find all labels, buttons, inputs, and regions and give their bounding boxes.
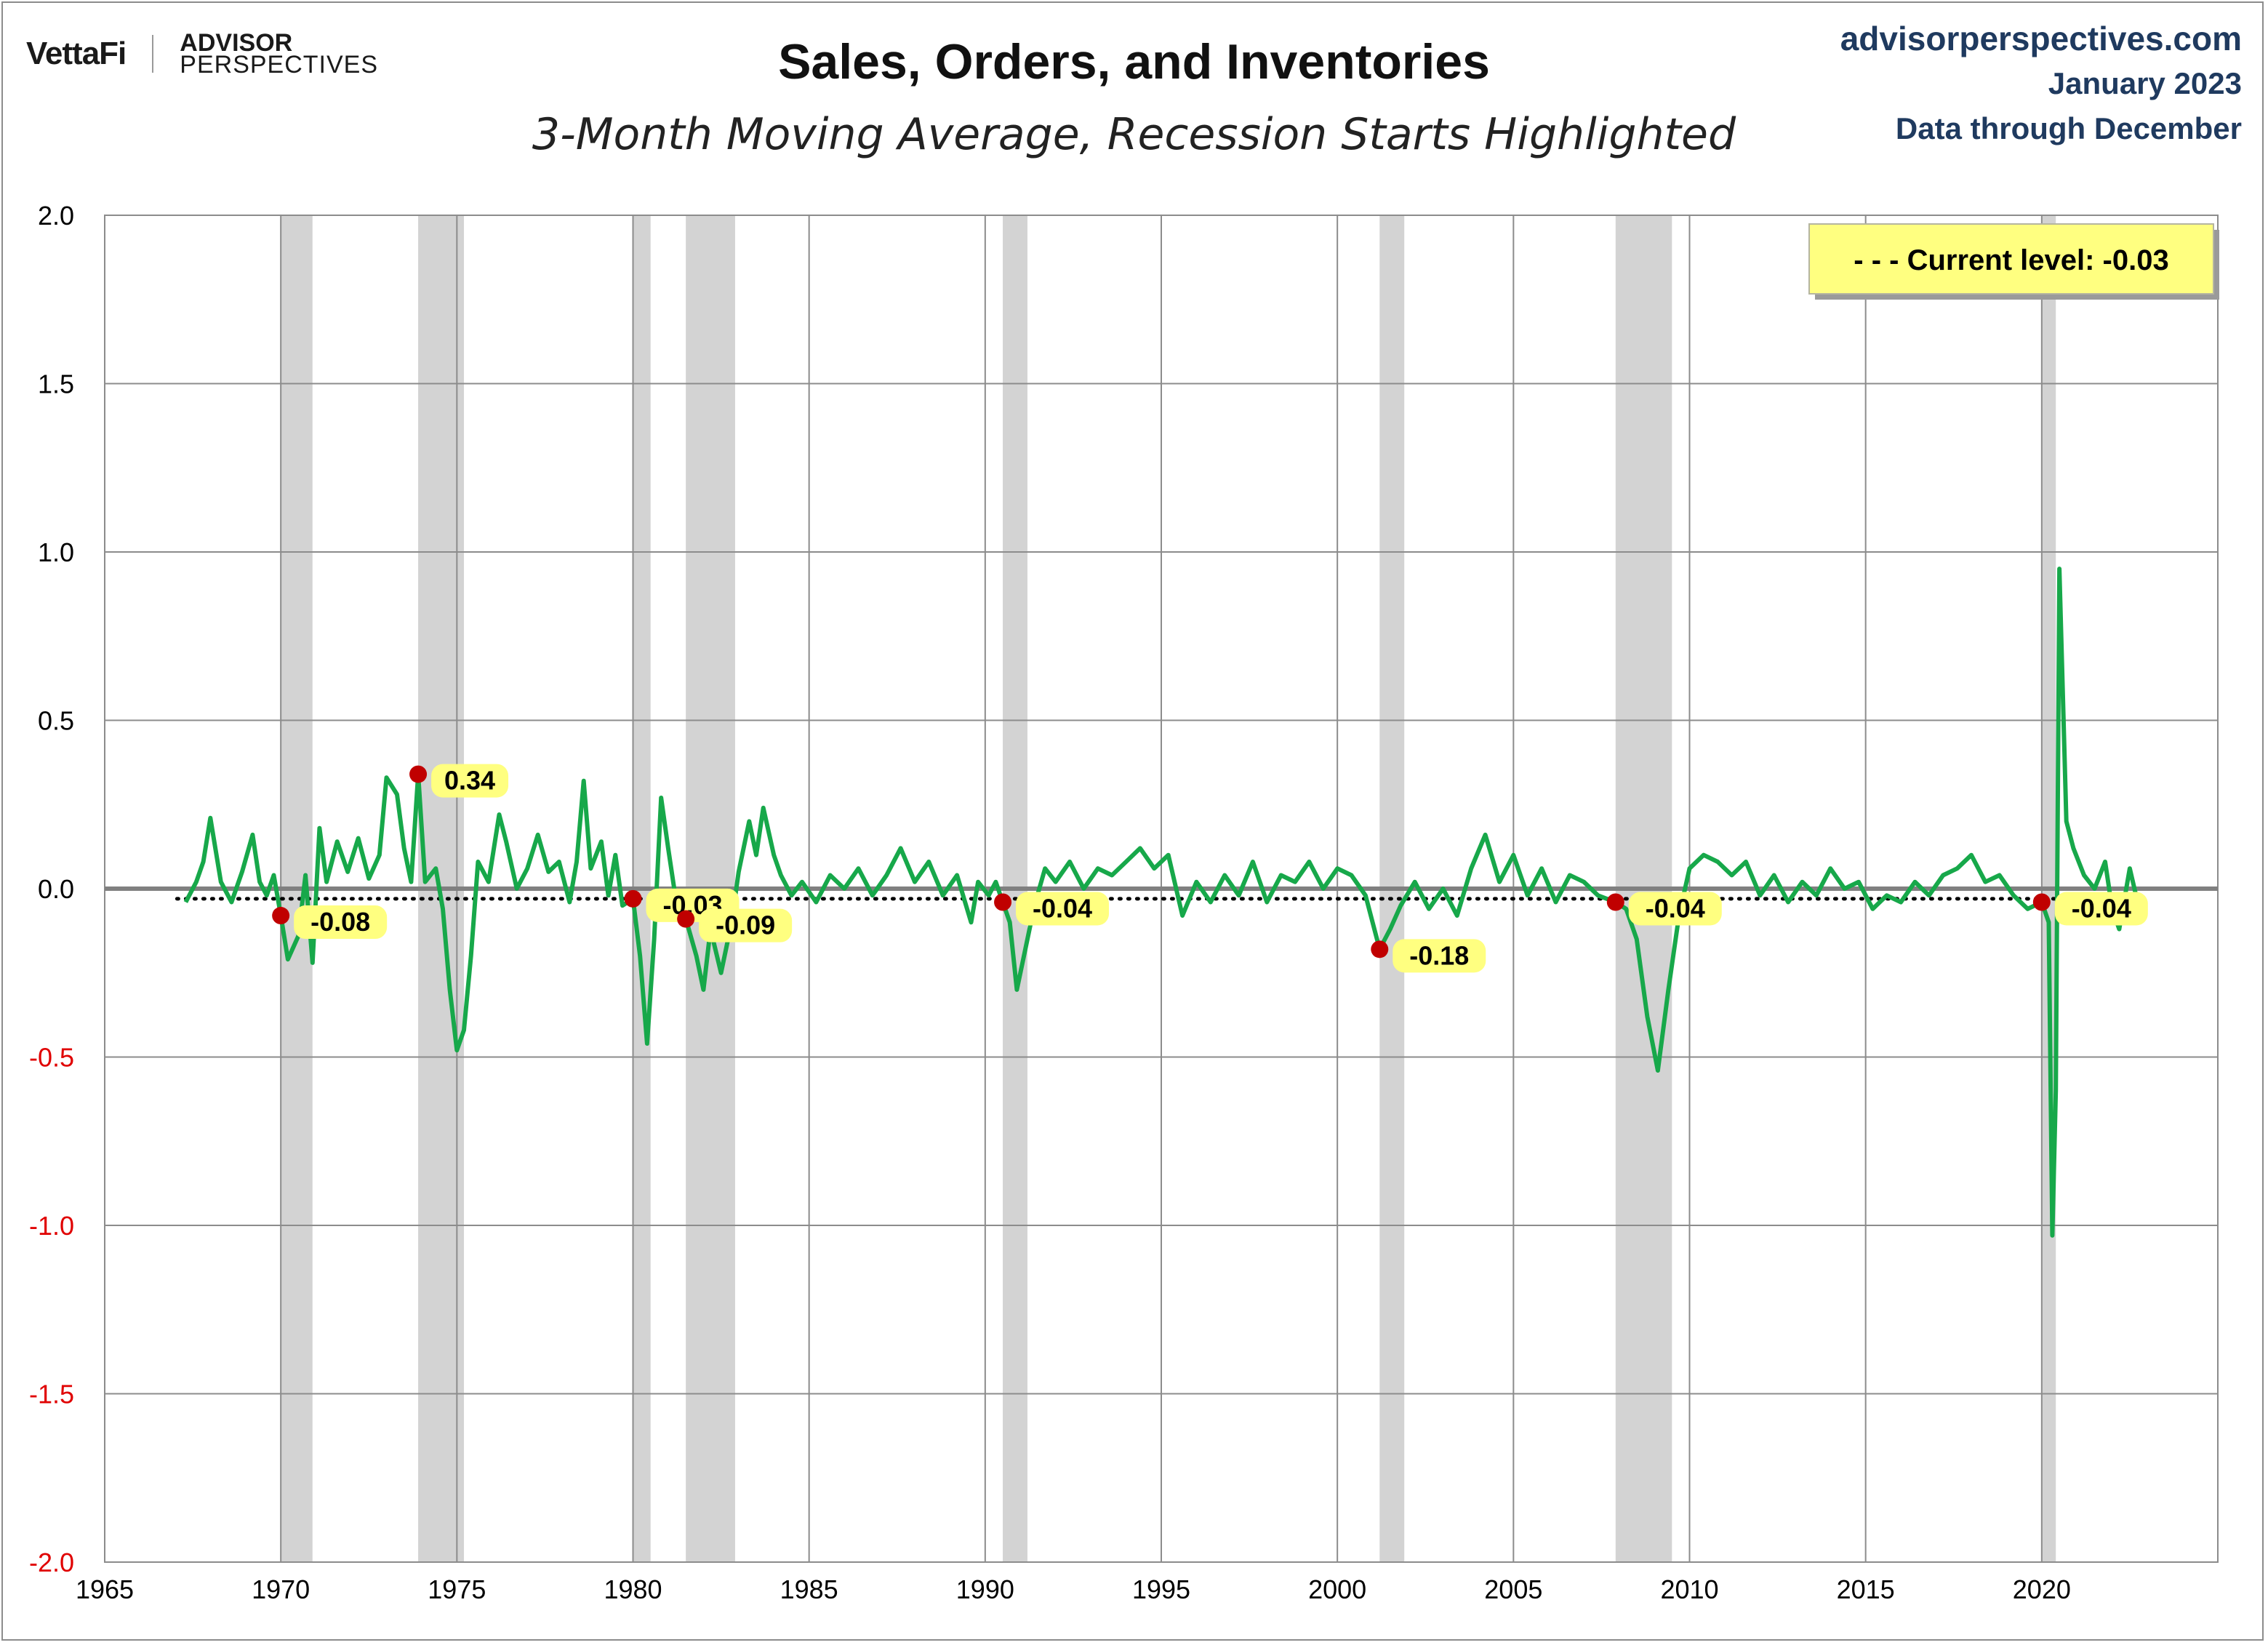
- marker-label: -0.04: [1033, 894, 1092, 924]
- recession-start-marker: [1371, 940, 1389, 958]
- x-tick-label: 1970: [252, 1574, 310, 1604]
- legend-text: - - - Current level: -0.03: [1854, 244, 2168, 276]
- series-line: [183, 567, 2139, 1238]
- marker-label-bg: [1628, 892, 1722, 926]
- recession-start-marker: [624, 889, 642, 908]
- marker-label: -0.04: [1646, 894, 1705, 924]
- y-tick-label: 1.0: [38, 537, 74, 567]
- marker-label-bg: [1393, 939, 1486, 973]
- marker-label-bg: [2054, 892, 2148, 926]
- y-tick-label: 0.0: [38, 874, 74, 904]
- source-date: January 2023: [2048, 66, 2242, 100]
- x-tick-label: 1995: [1132, 1574, 1190, 1604]
- recession-start-marker: [409, 765, 428, 783]
- marker-label: -0.09: [716, 910, 775, 940]
- logo-line-2: PERSPECTIVES: [180, 51, 379, 79]
- x-tick-label: 2010: [1660, 1574, 1718, 1604]
- vettafi-logo: VettaFi: [26, 36, 127, 71]
- marker-label-bg: [699, 908, 793, 942]
- recession-start-marker: [2032, 893, 2051, 911]
- advisor-perspectives-logo: ADVISOR PERSPECTIVES: [180, 29, 379, 79]
- y-tick-label: 1.5: [38, 369, 74, 399]
- y-tick-label: -2.0: [29, 1548, 74, 1577]
- source-site: advisorperspectives.com: [1840, 20, 2242, 57]
- y-tick-label: -1.5: [29, 1380, 74, 1409]
- y-tick-label: 0.5: [38, 706, 74, 736]
- recession-start-marker: [1606, 893, 1624, 911]
- x-tick-label: 2020: [2013, 1574, 2071, 1604]
- marker-label: -0.08: [310, 907, 370, 937]
- x-tick-label: 1975: [428, 1574, 486, 1604]
- chart-title: Sales, Orders, and Inventories: [778, 34, 1490, 89]
- logo-line-1: ADVISOR: [180, 29, 293, 57]
- y-tick-label: -0.5: [29, 1043, 74, 1073]
- recession-start-marker: [994, 893, 1012, 911]
- source-data-through: Data through December: [1895, 111, 2242, 145]
- x-tick-label: 1980: [604, 1574, 662, 1604]
- marker-label: -0.18: [1409, 940, 1469, 970]
- recession-start-marker: [272, 907, 290, 925]
- y-tick-label: 2.0: [38, 201, 74, 231]
- marker-label-bg: [1016, 892, 1110, 926]
- x-tick-label: 1985: [780, 1574, 838, 1604]
- x-tick-label: 2005: [1484, 1574, 1542, 1604]
- legend-box: [1808, 223, 2214, 295]
- x-tick-label: 1965: [76, 1574, 134, 1604]
- marker-label: -0.04: [2072, 894, 2131, 924]
- marker-label-bg: [294, 905, 388, 940]
- brand-logo: VettaFi ADVISOR PERSPECTIVES: [26, 29, 379, 79]
- marker-label-bg: [431, 764, 509, 798]
- x-tick-label: 1990: [956, 1574, 1014, 1604]
- recession-start-marker: [677, 910, 695, 928]
- y-tick-label: -1.0: [29, 1211, 74, 1241]
- x-tick-label: 2000: [1308, 1574, 1366, 1604]
- x-tick-label: 2015: [1837, 1574, 1895, 1604]
- source-block: advisorperspectives.com January 2023 Dat…: [1840, 16, 2242, 151]
- marker-label: 0.34: [444, 766, 495, 796]
- chart-subtitle: 3-Month Moving Average, Recession Starts…: [532, 109, 1736, 160]
- logo-divider: [152, 35, 154, 73]
